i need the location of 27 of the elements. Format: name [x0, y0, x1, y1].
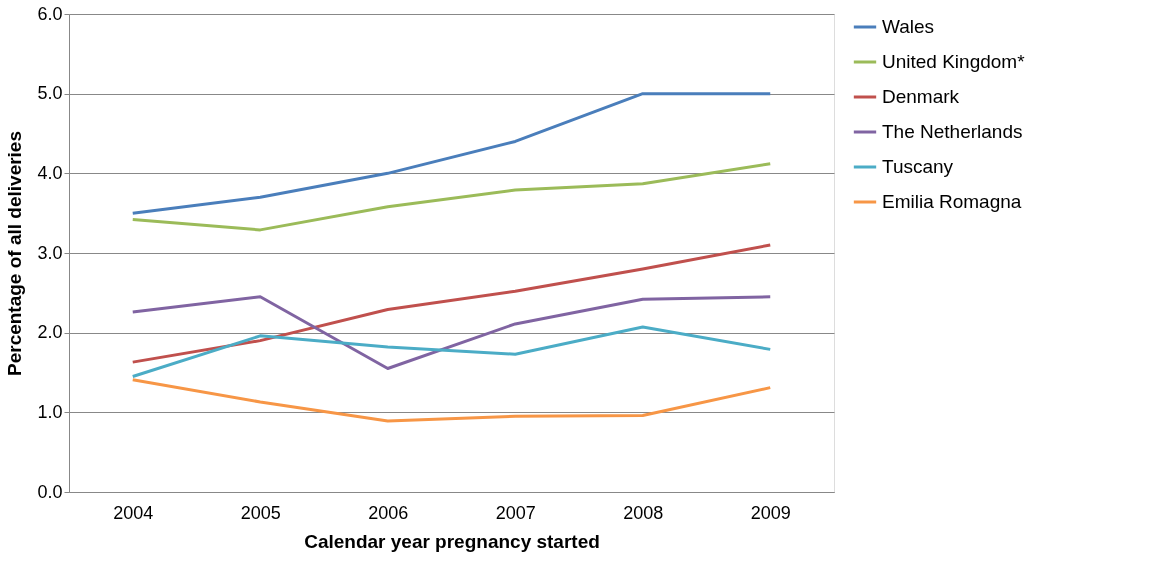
- legend-label: United Kingdom*: [882, 51, 1026, 72]
- legend-label: Wales: [882, 16, 935, 37]
- y-tick-label: 2.0: [37, 322, 63, 343]
- line-series: [131, 162, 772, 232]
- legend-label: Denmark: [882, 86, 960, 107]
- y-tick-label: 5.0: [37, 83, 63, 104]
- line-series: [131, 243, 772, 364]
- line-series: [131, 295, 772, 371]
- x-tick-label: 2005: [240, 502, 281, 523]
- x-tick-label: 2007: [495, 502, 536, 523]
- line-series: [131, 378, 772, 423]
- line-series: [131, 325, 772, 378]
- legend-label: Tuscany: [882, 156, 954, 177]
- line-series: [131, 92, 772, 215]
- x-tick-label: 2009: [750, 502, 791, 523]
- y-tick-label: 4.0: [37, 162, 63, 183]
- y-tick-label: 1.0: [37, 401, 63, 422]
- x-tick-label: 2004: [113, 502, 154, 523]
- y-tick-label: 0.0: [37, 481, 63, 502]
- x-tick-label: 2006: [368, 502, 409, 523]
- y-axis-title: Percentage of all deliveries: [4, 130, 26, 377]
- legend-label: Emilia Romagna: [882, 191, 1022, 212]
- y-tick-label: 6.0: [37, 3, 63, 24]
- legend-label: The Netherlands: [882, 121, 1023, 142]
- x-axis-title: Calendar year pregnancy started: [304, 530, 600, 552]
- y-tick-label: 3.0: [37, 242, 63, 263]
- x-tick-label: 2008: [623, 502, 664, 523]
